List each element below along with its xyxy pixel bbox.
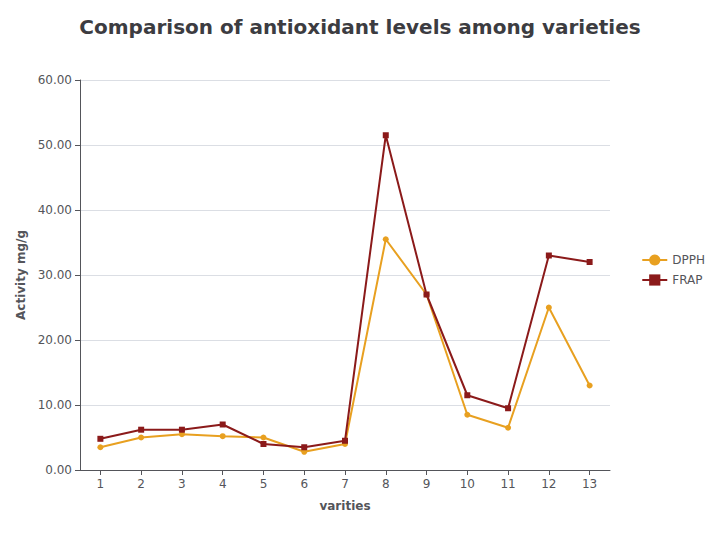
svg-text:7: 7 xyxy=(341,477,349,491)
svg-text:40.00: 40.00 xyxy=(38,203,72,217)
svg-text:FRAP: FRAP xyxy=(672,273,702,287)
svg-text:1: 1 xyxy=(97,477,105,491)
svg-text:10: 10 xyxy=(460,477,475,491)
svg-text:6: 6 xyxy=(300,477,308,491)
svg-text:12: 12 xyxy=(541,477,556,491)
svg-text:8: 8 xyxy=(382,477,390,491)
svg-text:30.00: 30.00 xyxy=(38,268,72,282)
svg-text:3: 3 xyxy=(178,477,186,491)
svg-text:5: 5 xyxy=(260,477,268,491)
svg-text:60.00: 60.00 xyxy=(38,73,72,87)
svg-text:11: 11 xyxy=(500,477,515,491)
svg-text:9: 9 xyxy=(423,477,431,491)
svg-text:DPPH: DPPH xyxy=(672,253,705,267)
svg-text:Comparison of antioxidant leve: Comparison of antioxidant levels among v… xyxy=(79,15,640,39)
svg-text:0.00: 0.00 xyxy=(45,463,72,477)
svg-text:varities: varities xyxy=(319,499,370,513)
svg-text:Activity mg/g: Activity mg/g xyxy=(14,230,28,320)
svg-text:13: 13 xyxy=(582,477,597,491)
svg-text:4: 4 xyxy=(219,477,227,491)
svg-text:2: 2 xyxy=(137,477,145,491)
svg-text:50.00: 50.00 xyxy=(38,138,72,152)
svg-text:10.00: 10.00 xyxy=(38,398,72,412)
svg-text:20.00: 20.00 xyxy=(38,333,72,347)
